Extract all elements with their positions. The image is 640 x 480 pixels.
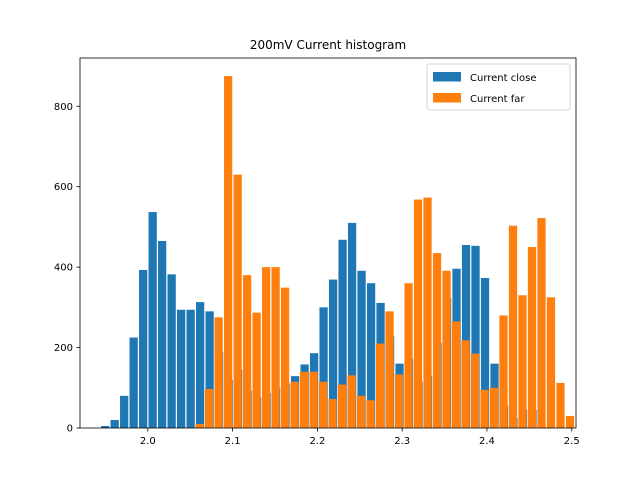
- bar-close-39: [471, 245, 480, 428]
- x-tick-label: 2.3: [394, 436, 410, 447]
- bar-close-25: [338, 239, 347, 428]
- x-tick-label: 2.5: [564, 436, 580, 447]
- legend: Current close Current far: [426, 63, 571, 111]
- bar-close-9: [186, 309, 195, 428]
- bars-group: [101, 76, 575, 428]
- bar-far-28: [375, 343, 385, 428]
- bar-far-26: [356, 395, 366, 428]
- bar-far-13: [233, 174, 242, 428]
- bar-close-6: [158, 240, 167, 428]
- bar-far-17: [271, 267, 280, 428]
- bar-far-18: [280, 287, 290, 428]
- bar-close-0: [101, 425, 110, 428]
- legend-swatch-close: [433, 72, 461, 82]
- bar-close-26: [347, 222, 357, 428]
- bar-close-8: [177, 309, 186, 428]
- bar-close-10: [196, 302, 205, 428]
- bar-far-42: [508, 225, 518, 428]
- bar-close-7: [167, 274, 176, 428]
- bar-close-28: [366, 283, 376, 428]
- bar-far-31: [404, 283, 413, 428]
- y-tick-label: 800: [54, 102, 73, 113]
- bar-far-14: [242, 275, 252, 428]
- bar-far-10: [205, 388, 214, 428]
- plot-frame: [79, 57, 577, 429]
- legend-swatch-far: [433, 93, 461, 103]
- bar-close-11: [205, 311, 214, 428]
- bar-far-44: [527, 247, 537, 428]
- x-tick-label: 2.0: [140, 436, 156, 447]
- bar-far-19: [290, 381, 299, 428]
- bar-close-40: [480, 277, 490, 428]
- bar-far-27: [366, 400, 375, 428]
- bar-far-24: [337, 384, 347, 428]
- bar-far-21: [309, 371, 318, 428]
- bar-far-9: [195, 423, 204, 428]
- bar-far-extra-0: [556, 382, 565, 428]
- x-tick-label: 2.2: [309, 436, 325, 447]
- bar-far-41: [499, 315, 508, 428]
- bar-far-43: [518, 295, 527, 428]
- x-tick-label: 2.4: [479, 436, 495, 447]
- bar-far-extra-1: [565, 415, 575, 428]
- bar-far-23: [328, 399, 337, 428]
- bar-far-20: [299, 371, 309, 428]
- bar-far-12: [223, 76, 233, 428]
- bar-far-22: [318, 381, 328, 428]
- bar-far-30: [394, 374, 404, 428]
- bar-far-15: [252, 312, 261, 428]
- chart-title: 200mV Current histogram: [250, 38, 406, 52]
- y-tick-label: 0: [67, 424, 73, 435]
- bar-close-24: [328, 279, 338, 428]
- bar-close-1: [110, 419, 119, 428]
- bar-far-25: [347, 375, 356, 428]
- legend-box: [426, 63, 571, 111]
- bar-far-36: [451, 321, 461, 428]
- bar-far-29: [385, 311, 394, 428]
- bar-far-46: [546, 297, 556, 428]
- y-tick-label: 400: [54, 263, 73, 274]
- bar-close-23: [319, 307, 328, 428]
- bar-far-38: [470, 353, 480, 428]
- bar-far-39: [480, 389, 489, 428]
- bar-close-38: [461, 245, 471, 428]
- bar-far-11: [214, 317, 223, 428]
- bar-close-5: [148, 212, 157, 428]
- bar-far-37: [461, 340, 470, 428]
- bar-close-3: [129, 337, 138, 428]
- x-axis-ticks: 2.0 2.1 2.2 2.3 2.4 2.5: [140, 428, 580, 447]
- y-tick-label: 200: [54, 343, 73, 354]
- bar-far-34: [432, 253, 442, 428]
- bar-far-16: [261, 267, 271, 428]
- y-axis-ticks: 0 200 400 600 800: [54, 102, 80, 435]
- legend-label-far: Current far: [470, 94, 525, 105]
- x-tick-label: 2.1: [225, 436, 241, 447]
- bar-far-40: [489, 387, 499, 428]
- bar-far-45: [537, 218, 546, 428]
- bar-close-2: [120, 395, 129, 428]
- axes-group: [79, 57, 577, 429]
- bar-far-33: [423, 197, 432, 428]
- bar-close-27: [357, 270, 366, 428]
- legend-label-close: Current close: [470, 73, 537, 84]
- y-tick-label: 600: [54, 182, 73, 193]
- bar-far-35: [442, 270, 451, 428]
- bar-far-32: [413, 199, 423, 428]
- bar-close-4: [139, 269, 148, 428]
